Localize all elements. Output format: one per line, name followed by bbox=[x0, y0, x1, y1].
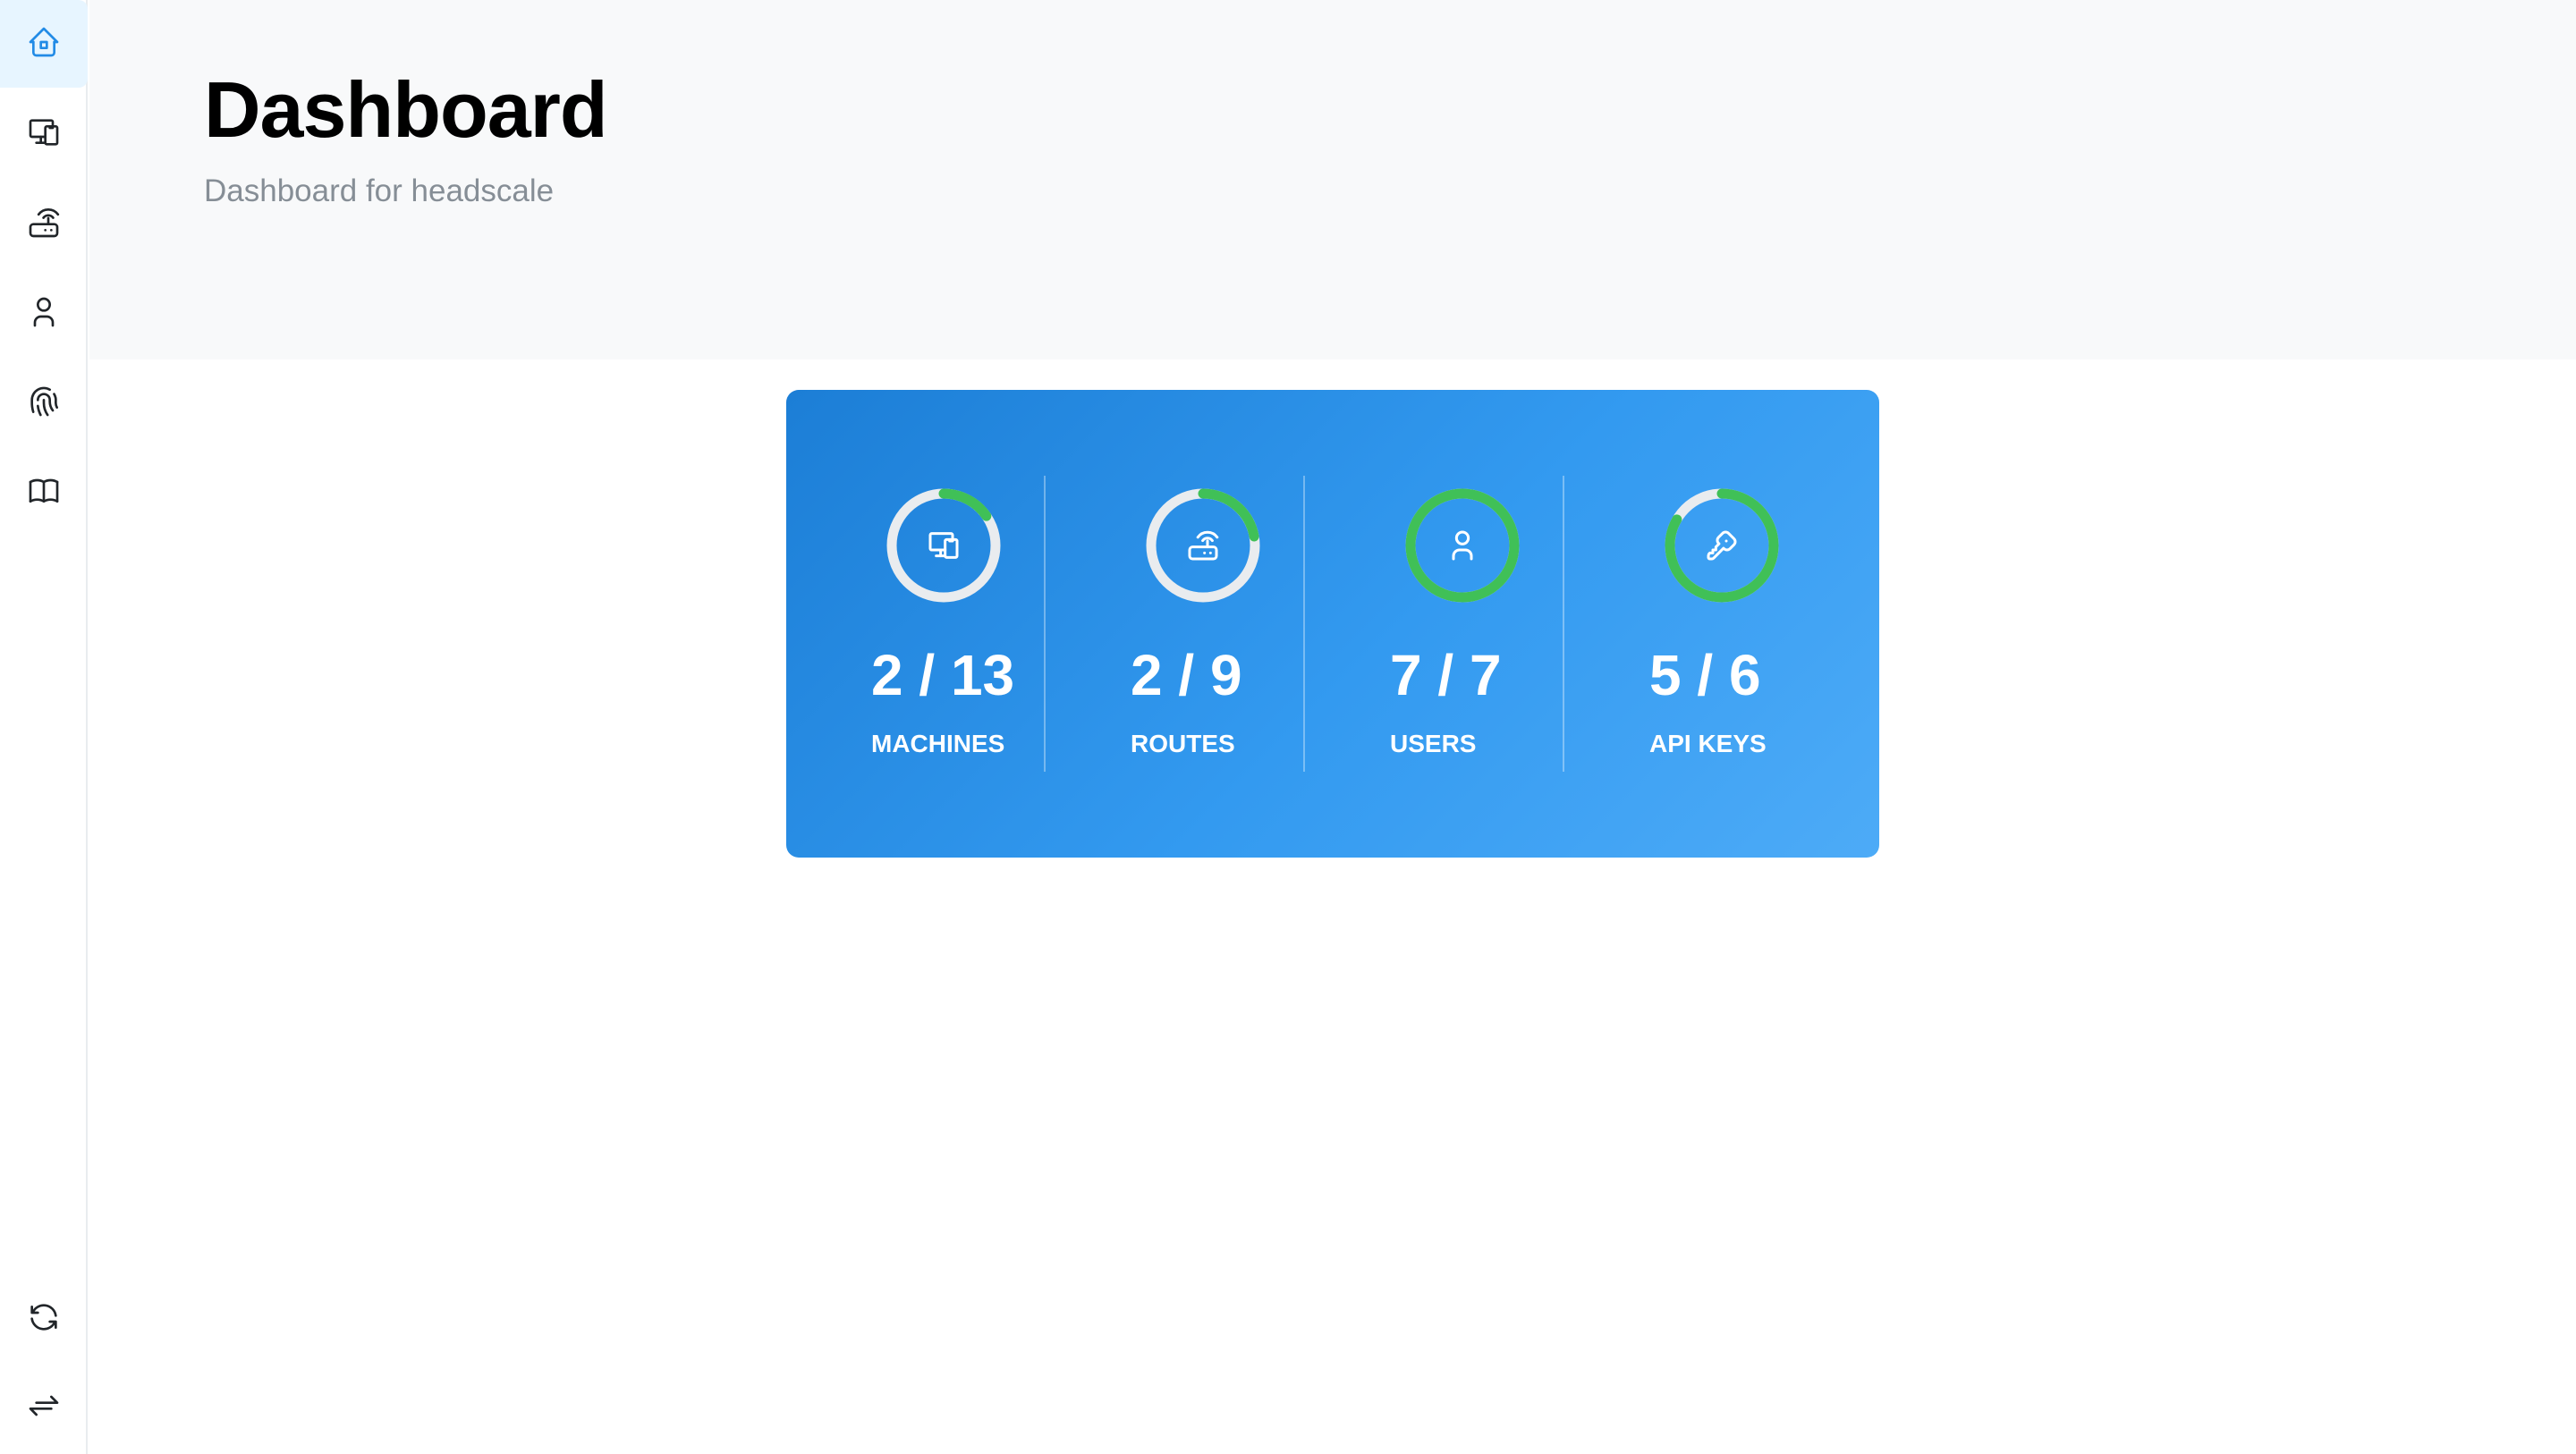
user-icon bbox=[1441, 524, 1484, 567]
stat-label: ROUTES bbox=[1131, 730, 1235, 757]
home-icon bbox=[26, 24, 62, 64]
sidebar-nav bbox=[0, 0, 88, 1454]
sidebar-item-api-keys[interactable] bbox=[0, 359, 88, 447]
arrows-exchange-icon bbox=[26, 1388, 62, 1428]
devices-icon bbox=[26, 114, 62, 155]
switch-button[interactable] bbox=[0, 1364, 88, 1451]
progress-ring bbox=[1663, 486, 1781, 604]
page-header: Dashboard Dashboard for headscale bbox=[89, 0, 2576, 359]
stat-label: USERS bbox=[1390, 730, 1477, 757]
stat-users: 7 / 7 USERS bbox=[1305, 476, 1564, 772]
user-icon bbox=[26, 294, 62, 334]
sidebar-item-users[interactable] bbox=[0, 270, 88, 358]
sidebar-item-docs[interactable] bbox=[0, 449, 88, 537]
stat-value: 5 / 6 bbox=[1649, 643, 1761, 707]
page-subtitle: Dashboard for headscale bbox=[204, 173, 555, 208]
stat-machines: 2 / 13 MACHINES bbox=[786, 476, 1046, 772]
refresh-button[interactable] bbox=[0, 1275, 88, 1363]
fingerprint-icon bbox=[26, 384, 62, 424]
stat-value: 7 / 7 bbox=[1390, 643, 1502, 707]
page-title: Dashboard bbox=[204, 65, 608, 154]
stat-api-keys: 5 / 6 API KEYS bbox=[1564, 476, 1824, 772]
key-icon bbox=[1700, 524, 1743, 567]
progress-ring bbox=[1144, 486, 1262, 604]
router-icon bbox=[26, 205, 62, 245]
devices-icon bbox=[922, 524, 965, 567]
refresh-icon bbox=[26, 1299, 62, 1340]
sidebar-item-machines[interactable] bbox=[0, 90, 88, 178]
stats-card: 2 / 13 MACHINES 2 / 9 ROUTES 7 / 7 USERS bbox=[786, 390, 1879, 858]
stat-routes: 2 / 9 ROUTES bbox=[1046, 476, 1305, 772]
stat-label: MACHINES bbox=[871, 730, 1005, 757]
progress-ring bbox=[1403, 486, 1521, 604]
stat-value: 2 / 13 bbox=[871, 643, 1015, 707]
sidebar-item-routes[interactable] bbox=[0, 181, 88, 268]
progress-ring bbox=[885, 486, 1003, 604]
router-icon bbox=[1182, 524, 1224, 567]
stat-value: 2 / 9 bbox=[1131, 643, 1242, 707]
sidebar-item-home[interactable] bbox=[0, 0, 88, 88]
stat-label: API KEYS bbox=[1649, 730, 1767, 757]
book-icon bbox=[26, 473, 62, 513]
